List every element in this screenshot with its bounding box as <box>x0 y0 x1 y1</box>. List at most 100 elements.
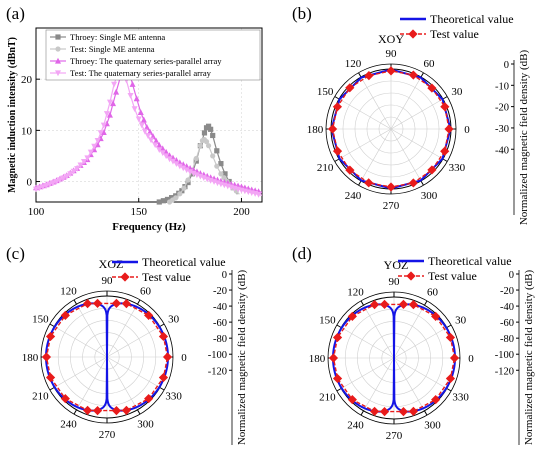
data-point <box>159 145 166 152</box>
angle-tick-label: 270 <box>386 430 403 442</box>
legend-entry: Test: The quaternary series-parallel arr… <box>70 68 212 78</box>
test-point <box>345 165 355 175</box>
test-point <box>386 182 396 192</box>
test-point <box>369 406 380 416</box>
polar-grid-spoke <box>106 356 160 388</box>
data-point <box>133 95 140 102</box>
data-point <box>60 175 67 182</box>
test-point <box>427 83 437 93</box>
test-point <box>45 372 56 383</box>
data-point <box>91 143 98 150</box>
panel-label-b: (b) <box>292 4 312 23</box>
data-point <box>210 153 216 159</box>
data-point <box>100 129 107 135</box>
radial-tick-label: -30 <box>495 124 509 135</box>
y-tick-label: 0 <box>27 177 33 189</box>
angle-tick <box>334 96 340 100</box>
angle-tick <box>360 410 364 416</box>
data-point <box>80 158 87 165</box>
angle-tick <box>159 387 165 391</box>
polar-grid-spoke <box>54 356 108 388</box>
angle-tick-label: 0 <box>464 124 470 136</box>
data-point <box>205 143 212 149</box>
legend-entry: Theoretical value <box>428 254 512 268</box>
test-point <box>449 353 460 363</box>
data-point <box>163 148 170 155</box>
angle-tick-label: 60 <box>140 285 152 297</box>
test-point <box>345 83 355 93</box>
panel-label-c: (c) <box>6 244 25 263</box>
data-point <box>56 177 63 184</box>
polar-grid-spoke <box>338 128 392 160</box>
angle-tick <box>420 180 424 186</box>
polar-grid-spoke <box>106 304 138 358</box>
series-0 <box>156 123 238 205</box>
test-point <box>45 331 56 342</box>
test-point <box>408 406 419 416</box>
test-point <box>111 406 122 416</box>
data-point <box>169 158 176 165</box>
data-point <box>50 180 57 187</box>
series-1 <box>166 136 240 205</box>
data-point <box>127 92 134 99</box>
angle-tick-label: 120 <box>60 285 77 297</box>
polar-grid-spoke <box>363 357 395 411</box>
legend-swatch-marker <box>55 70 61 77</box>
test-point <box>158 372 169 383</box>
test-point <box>82 299 93 309</box>
radial-tick-label: 0 <box>504 60 509 71</box>
data-point <box>97 130 104 137</box>
radial-tick-label: -10 <box>495 81 509 92</box>
angle-tick <box>424 300 428 306</box>
angle-tick-label: 240 <box>60 419 77 431</box>
data-point <box>185 177 191 183</box>
legend-a: Throey: Single ME antenna Test: Single ME… <box>45 29 261 81</box>
angle-tick-label: 240 <box>347 420 364 432</box>
radial-tick-label: -80 <box>213 334 227 345</box>
test-point <box>364 71 374 81</box>
data-point <box>201 130 208 136</box>
polar-grid-spoke <box>341 357 395 389</box>
polar-grid-spoke <box>363 305 395 359</box>
angle-tick-label: 180 <box>22 352 39 364</box>
test-point <box>332 373 343 384</box>
test-point <box>408 300 419 310</box>
test-point <box>332 102 343 112</box>
data-point <box>39 184 46 191</box>
legend-entry: Test value <box>430 27 479 41</box>
polar-grid-spoke <box>393 357 425 411</box>
polar-grid-spoke <box>393 327 447 359</box>
radial-tick-label: -60 <box>500 318 514 329</box>
polar-grid-spoke <box>393 305 425 359</box>
data-point <box>214 148 220 154</box>
legend-entry: Test: Single ME antenna <box>70 44 155 54</box>
radial-axis-label: Normalized magnetic field density (dB) <box>236 270 248 446</box>
data-point <box>129 81 136 87</box>
y-tick-label: 20 <box>21 74 33 86</box>
test-point <box>408 70 418 80</box>
data-point <box>208 126 214 132</box>
radial-scale: 0 -20 -40 -60 -80 -100 -120 Normalized magnetic… <box>208 270 248 446</box>
angle-tick-label: 90 <box>386 48 398 60</box>
data-point <box>177 191 183 197</box>
legend-swatch-marker <box>120 272 130 282</box>
legend-swatch-marker <box>55 34 61 40</box>
data-point <box>163 153 170 160</box>
data-point <box>166 156 173 163</box>
angle-tick-label: 30 <box>451 86 463 98</box>
data-point <box>143 124 150 130</box>
angle-tick <box>159 323 165 327</box>
data-point <box>77 162 84 169</box>
y-tick-label: 10 <box>21 125 33 137</box>
test-point <box>82 405 93 415</box>
data-point <box>156 147 163 153</box>
polar-grid-spoke <box>341 327 395 359</box>
angle-tick-label: 60 <box>427 286 439 298</box>
x-tick-label: 100 <box>28 206 45 218</box>
test-point <box>111 298 122 308</box>
test-point <box>121 405 132 415</box>
test-point <box>398 407 409 417</box>
